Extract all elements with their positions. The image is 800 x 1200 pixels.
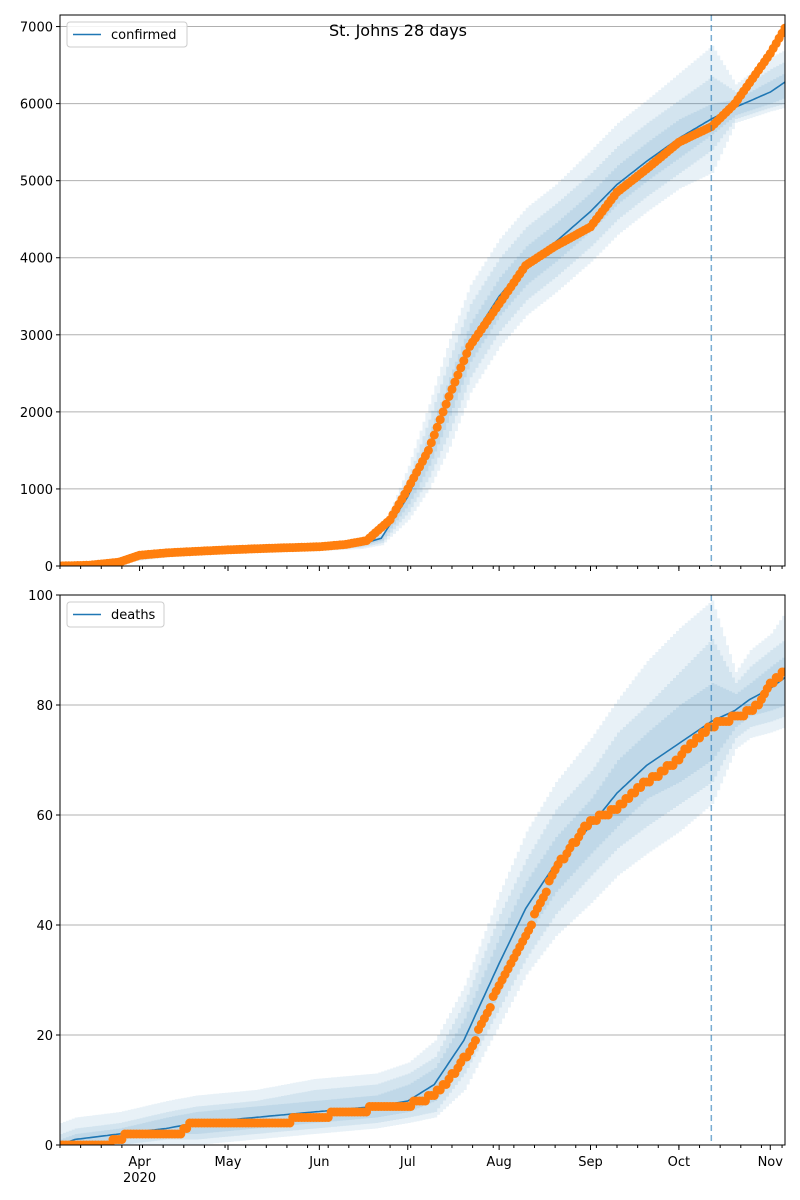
y-tick-label: 80 [36, 699, 53, 714]
observed-point [436, 415, 445, 424]
y-tick-label: 6000 [20, 98, 53, 113]
legend-label: confirmed [111, 28, 177, 43]
observed-point [486, 1003, 495, 1012]
y-tick-label: 60 [36, 809, 53, 824]
chart-title: St. Johns 28 days [329, 21, 467, 40]
y-tick-label: 0 [45, 1139, 53, 1154]
legend: confirmed [67, 22, 187, 47]
panel-2: 0 20 40 60 80 100 deaths Apr May Jun Jul Aug Sep Oct N… [28, 589, 789, 1186]
y-tick-label: 100 [28, 589, 53, 604]
y-tick-label: 20 [36, 1029, 53, 1044]
plot-area [56, 601, 790, 1150]
x-tick-label: Apr [128, 1155, 151, 1170]
x-tick-label: May [215, 1155, 242, 1170]
y-tick-label: 40 [36, 919, 53, 934]
y-tick-label: 0 [45, 560, 53, 575]
observed-point [442, 400, 451, 409]
x-tick-label: Jul [399, 1155, 416, 1170]
legend-label: deaths [111, 608, 156, 623]
panel-1: 0 1000 2000 3000 4000 5000 6000 7000 confirmed St… [20, 15, 790, 575]
observed-point [427, 438, 436, 447]
y-tick-label: 4000 [20, 252, 53, 267]
legend: deaths [67, 602, 164, 627]
y-tick-label: 5000 [20, 175, 53, 190]
x-tick-label: Nov [758, 1155, 784, 1170]
x-year-label: 2020 [123, 1171, 156, 1186]
x-tick-label: Jun [308, 1155, 329, 1170]
y-tick-label: 3000 [20, 329, 53, 344]
observed-point [424, 446, 433, 455]
observed-point [471, 1036, 480, 1045]
y-tick-label: 2000 [20, 406, 53, 421]
observed-point [430, 431, 439, 440]
x-tick-label: Oct [668, 1155, 690, 1170]
observed-point [433, 423, 442, 432]
x-tick-label: Sep [578, 1155, 603, 1170]
x-tick-label: Aug [486, 1155, 511, 1170]
observed-point [542, 888, 551, 897]
figure: 01000200030004000500060007000 confirmed St… [0, 0, 800, 1200]
observed-point [527, 921, 536, 930]
observed-point [439, 407, 448, 416]
y-tick-label: 1000 [20, 483, 53, 498]
y-tick-label: 7000 [20, 21, 53, 36]
